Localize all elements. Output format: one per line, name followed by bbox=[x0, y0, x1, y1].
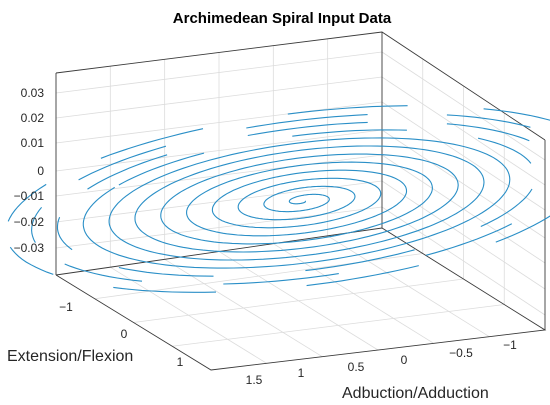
x-tick-label: 1 bbox=[298, 366, 305, 380]
x-tick-label: 0.5 bbox=[348, 360, 365, 374]
z-tick-label: −0.01 bbox=[14, 189, 45, 203]
x-axis-label: Adbuction/Adduction bbox=[342, 385, 489, 402]
z-tick-label: 0.03 bbox=[21, 86, 45, 100]
spiral-series bbox=[7, 105, 550, 293]
z-tick-label: 0.02 bbox=[21, 111, 45, 125]
spiral-line-dash bbox=[100, 128, 204, 159]
spiral-line-dash bbox=[87, 154, 168, 190]
z-tick-label: −0.03 bbox=[14, 241, 45, 255]
x-tick-label: −1 bbox=[503, 338, 517, 352]
grid-line-floor-y bbox=[172, 304, 505, 347]
spiral-line-dash bbox=[292, 129, 407, 137]
z-tick-label: 0 bbox=[37, 164, 44, 178]
axes-box-top bbox=[55, 31, 546, 141]
spiral-line-dash bbox=[64, 263, 143, 282]
spiral-line-solid bbox=[82, 137, 511, 269]
grid-lines bbox=[55, 38, 546, 364]
y-tick-label: 0 bbox=[121, 327, 128, 341]
spiral-line-dash bbox=[306, 265, 419, 287]
z-tick-label: −0.02 bbox=[14, 215, 45, 229]
spiral-line-dash bbox=[118, 266, 214, 277]
spiral-line-dash bbox=[31, 206, 43, 243]
grid-line-floor-y bbox=[133, 278, 464, 323]
x-tick-label: 1.5 bbox=[246, 373, 263, 387]
spiral-line-dash bbox=[446, 114, 531, 128]
y-tick-label: 1 bbox=[177, 355, 184, 369]
spiral-line-dash bbox=[495, 215, 550, 243]
grid-line-floor-y bbox=[94, 253, 423, 300]
spiral-line-dash bbox=[480, 188, 533, 227]
y-tick-label: −1 bbox=[59, 300, 73, 314]
x-tick-label: −0.5 bbox=[449, 346, 473, 360]
spiral-line-dash bbox=[247, 121, 368, 137]
tick-labels: 0.03 0.02 0.01 0 −0.01 −0.02 −0.03 −1 0 … bbox=[14, 86, 518, 387]
chart-title: Archimedean Spiral Input Data bbox=[173, 10, 392, 27]
y-axis-label: Extension/Flexion bbox=[7, 348, 133, 365]
spiral-line-dash bbox=[246, 114, 368, 129]
spiral-line-dash bbox=[7, 183, 47, 222]
spiral-line-dash bbox=[477, 137, 532, 164]
z-tick-label: 0.01 bbox=[21, 136, 45, 150]
spiral-line-dash bbox=[223, 273, 339, 285]
spiral-line-dash bbox=[425, 223, 513, 256]
spiral-line-dash bbox=[305, 249, 415, 272]
spiral-line-dash bbox=[56, 217, 73, 251]
spiral-line-dash bbox=[118, 152, 205, 186]
spiral-line-dash bbox=[287, 105, 408, 115]
spiral-line-dash bbox=[446, 123, 530, 142]
axes-box bbox=[55, 31, 547, 371]
spiral-line-dash bbox=[78, 145, 167, 181]
x-tick-label: 0 bbox=[401, 353, 408, 367]
spiral-line-dash bbox=[9, 246, 54, 275]
spiral-line-dash bbox=[113, 286, 217, 293]
